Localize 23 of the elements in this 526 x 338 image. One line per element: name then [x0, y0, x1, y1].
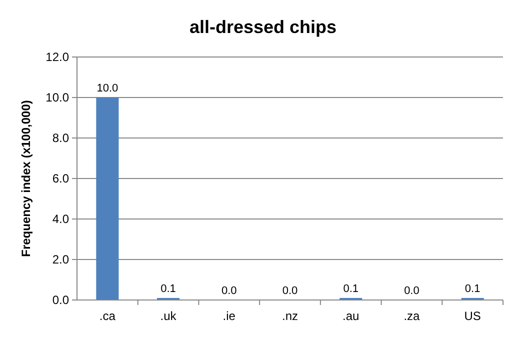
- x-tick-label: .ie: [222, 309, 236, 323]
- y-tick-label: 12.0: [46, 50, 70, 64]
- y-tick-label: 6.0: [52, 172, 70, 186]
- y-tick-label: 2.0: [52, 252, 70, 267]
- x-tick-label: .ca: [99, 309, 116, 323]
- y-tick-label: 10.0: [46, 90, 70, 105]
- data-label: 0.1: [464, 282, 480, 295]
- x-tick-label: .au: [342, 309, 360, 323]
- data-label: 0.1: [343, 282, 359, 295]
- data-label: 0.1: [160, 282, 176, 295]
- data-label: 0.0: [404, 285, 420, 297]
- data-label: 0.0: [221, 285, 237, 297]
- y-axis-title: Frequency index (x100,000): [19, 100, 33, 257]
- data-label: 0.0: [282, 285, 298, 297]
- data-label: 10.0: [96, 82, 118, 94]
- y-tick-label: 8.0: [52, 131, 70, 146]
- x-tick-label: .za: [404, 309, 420, 323]
- x-tick-label: .nz: [282, 309, 298, 323]
- y-tick-label: 0.0: [52, 293, 70, 308]
- x-tick-label: US: [464, 309, 481, 323]
- y-tick-label: 4.0: [52, 212, 70, 226]
- x-tick-label: .uk: [160, 309, 178, 323]
- chart-title: all-dressed chips: [189, 17, 337, 37]
